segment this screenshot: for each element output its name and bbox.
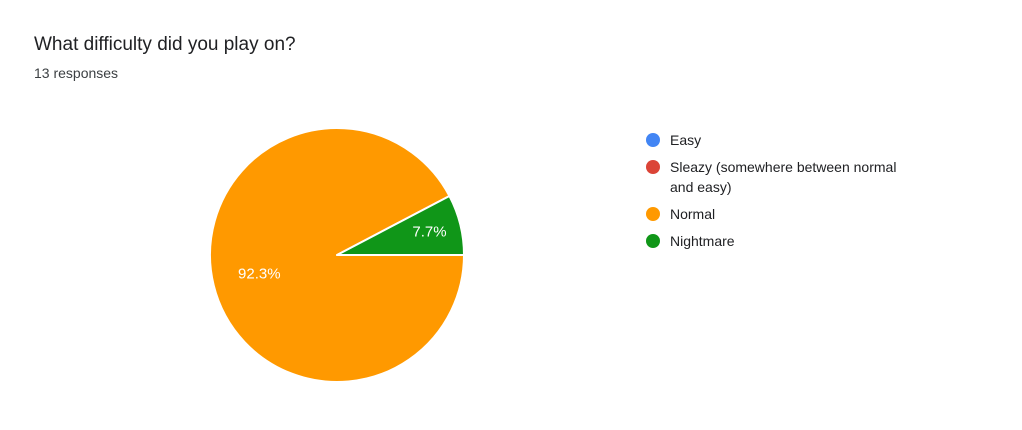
legend-label-sleazy: Sleazy (somewhere between normal and eas…	[670, 159, 897, 195]
pie-chart: 92.3% 7.7%	[209, 127, 465, 383]
legend-label-easy: Easy	[670, 132, 702, 148]
legend-item-normal: Normal	[646, 204, 956, 224]
legend-dot-sleazy	[646, 160, 660, 174]
legend-dot-nightmare	[646, 234, 660, 248]
pie-slice-nightmare[interactable]	[336, 194, 465, 256]
legend-dot-normal	[646, 207, 660, 221]
legend-dot-easy	[646, 133, 660, 147]
legend-item-easy: Easy	[646, 130, 956, 150]
legend-item-nightmare: Nightmare	[646, 231, 956, 251]
legend-label-nightmare: Nightmare	[670, 233, 735, 249]
legend-item-sleazy: Sleazy (somewhere between normal and eas…	[646, 157, 956, 197]
response-count: 13 responses	[34, 65, 119, 81]
pie-slice-percent-label: 92.3%	[238, 266, 281, 283]
pie-slice-percent-label: 7.7%	[412, 224, 446, 241]
legend-label-normal: Normal	[670, 206, 716, 222]
question-title: What difficulty did you play on?	[34, 34, 296, 55]
chart-legend: Easy Sleazy (somewhere between normal an…	[646, 130, 956, 258]
